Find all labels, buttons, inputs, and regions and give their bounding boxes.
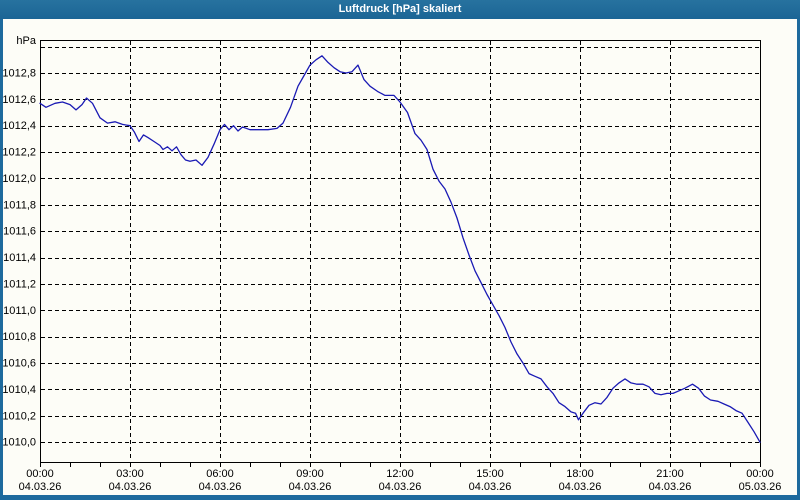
svg-text:18:00: 18:00 <box>566 468 594 480</box>
pressure-curve <box>39 55 761 443</box>
svg-text:06:00: 06:00 <box>206 468 234 480</box>
svg-text:15:00: 15:00 <box>476 468 504 480</box>
svg-text:09:00: 09:00 <box>296 468 324 480</box>
y-axis-labels: 1012,8 1012,6 1012,4 1012,2 1012,0 1011,8 1011… <box>2 35 37 449</box>
svg-text:00:00: 00:00 <box>26 468 54 480</box>
svg-text:1011,8: 1011,8 <box>3 199 36 211</box>
x-axis-labels: 00:0004.03.2603:0004.03.2606:0004.03.260… <box>19 468 782 493</box>
svg-text:1011,4: 1011,4 <box>3 252 36 264</box>
svg-text:1012,6: 1012,6 <box>2 94 36 106</box>
svg-text:04.03.26: 04.03.26 <box>649 481 692 493</box>
svg-text:04.03.26: 04.03.26 <box>469 481 512 493</box>
svg-text:04.03.26: 04.03.26 <box>289 481 332 493</box>
svg-text:04.03.26: 04.03.26 <box>379 481 422 493</box>
svg-text:04.03.26: 04.03.26 <box>199 481 242 493</box>
svg-text:1011,0: 1011,0 <box>3 305 36 317</box>
svg-text:1010,8: 1010,8 <box>2 331 36 343</box>
svg-text:1010,4: 1010,4 <box>2 384 36 396</box>
svg-text:1010,0: 1010,0 <box>2 437 36 449</box>
svg-text:1010,6: 1010,6 <box>2 358 36 370</box>
svg-text:03:00: 03:00 <box>116 468 144 480</box>
svg-text:00:00: 00:00 <box>746 468 774 480</box>
svg-text:1011,6: 1011,6 <box>3 226 36 238</box>
window-titlebar: Luftdruck [hPa] skaliert <box>0 0 800 19</box>
svg-text:04.03.26: 04.03.26 <box>109 481 152 493</box>
x-gridlines <box>130 41 671 461</box>
window-title: Luftdruck [hPa] skaliert <box>338 3 462 15</box>
svg-text:05.03.26: 05.03.26 <box>739 481 782 493</box>
svg-text:04.03.26: 04.03.26 <box>559 481 602 493</box>
svg-text:21:00: 21:00 <box>656 468 684 480</box>
svg-text:12:00: 12:00 <box>386 468 414 480</box>
svg-text:1012,4: 1012,4 <box>2 120 36 132</box>
plot-frame <box>40 40 761 463</box>
svg-text:04.03.26: 04.03.26 <box>19 481 62 493</box>
unit-label: hPa <box>16 35 36 47</box>
svg-text:1010,2: 1010,2 <box>2 410 36 422</box>
svg-text:1011,2: 1011,2 <box>3 279 36 291</box>
svg-text:1012,0: 1012,0 <box>2 173 36 185</box>
svg-text:1012,2: 1012,2 <box>2 147 36 159</box>
svg-text:1012,8: 1012,8 <box>2 68 36 80</box>
